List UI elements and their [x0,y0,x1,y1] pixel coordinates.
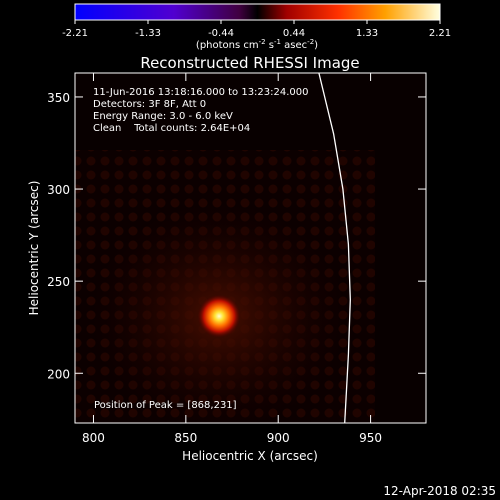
y-tick-label: 350 [47,91,70,105]
colorbar-tick-label: 0.44 [283,28,305,39]
colorbar-tick-label: -2.21 [62,28,88,39]
image-area [75,73,426,423]
x-tick-label: 950 [359,431,382,445]
footer-timestamp: 12-Apr-2018 02:35 [383,484,496,498]
y-tick-label: 250 [47,275,70,289]
solar-limb-line [318,73,351,423]
y-axis-label: Heliocentric Y (arcsec) [27,181,41,316]
plot-frame [74,72,427,424]
annotation-energy: Energy Range: 3.0 - 6.0 keV [93,111,233,122]
flare-source [197,294,242,339]
x-tick-label: 900 [267,431,290,445]
y-tick-label: 300 [47,183,70,197]
colorbar-tick-label: 2.21 [429,28,451,39]
colorbar-tick-label: -1.33 [135,28,161,39]
x-axis-label: Heliocentric X (arcsec) [182,449,318,463]
colorbar-gradient [74,3,441,21]
annotation-block: 11-Jun-2016 13:18:16.000 to 13:23:24.000… [93,87,309,134]
colorbar-units: (photons cm-2 s-1 asec-2) [196,38,318,51]
x-tick-label: 800 [82,431,105,445]
chart-title: Reconstructed RHESSI Image [140,54,359,72]
annotation-detectors: Detectors: 3F 8F, Att 0 [93,99,206,110]
colorbar-tick-label: -0.44 [208,28,234,39]
annotation-counts: Clean Total counts: 2.64E+04 [93,123,250,134]
annotation-time: 11-Jun-2016 13:18:16.000 to 13:23:24.000 [93,87,309,98]
y-tick-label: 200 [47,367,70,381]
peak-position-label: Position of Peak = [868,231] [94,400,237,411]
axis-ticks: 800 850 900 950 200 250 300 350 [47,73,426,445]
colorbar: -2.21 -1.33 -0.44 0.44 1.33 2.21 (photons cm-… [62,3,451,51]
colorbar-tick-label: 1.33 [356,28,378,39]
x-tick-label: 850 [174,431,197,445]
